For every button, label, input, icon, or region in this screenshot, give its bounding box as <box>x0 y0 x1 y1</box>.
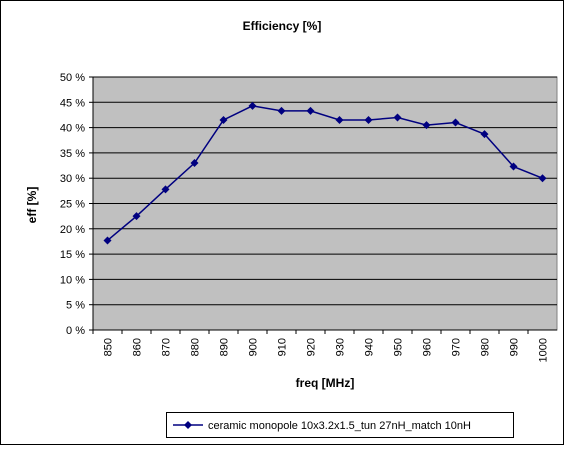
legend-marker <box>184 421 192 429</box>
data-point <box>219 116 228 125</box>
y-tick-label: 20 % <box>60 224 85 236</box>
data-point <box>393 113 402 122</box>
y-tick-label: 45 % <box>60 97 85 109</box>
y-tick-label: 15 % <box>60 249 85 261</box>
series-line <box>107 105 543 242</box>
data-point <box>306 106 315 115</box>
x-tick-label: 850 <box>103 338 115 356</box>
x-tick-label: 950 <box>393 338 405 356</box>
x-tick-label: 860 <box>132 338 144 356</box>
x-tick-label: 910 <box>277 338 289 356</box>
y-tick-label: 40 % <box>60 123 85 135</box>
data-point <box>538 174 547 183</box>
x-tick-label: 990 <box>509 338 521 356</box>
data-point <box>248 101 257 110</box>
legend-box <box>166 412 514 438</box>
x-tick-label: 890 <box>219 338 231 356</box>
data-point <box>509 162 518 171</box>
y-tick-label: 5 % <box>66 300 85 312</box>
data-point <box>335 116 344 125</box>
y-tick-label: 30 % <box>60 173 85 185</box>
x-tick-label: 940 <box>364 338 376 356</box>
y-tick-label: 0 % <box>66 325 85 337</box>
data-point <box>480 130 489 139</box>
data-point <box>103 236 112 245</box>
y-tick-label: 50 % <box>60 72 85 84</box>
y-tick-label: 25 % <box>60 199 85 211</box>
x-tick-label: 970 <box>451 338 463 356</box>
x-axis-label: freq [MHz] <box>296 376 355 390</box>
x-tick-label: 930 <box>335 338 347 356</box>
x-tick-label: 960 <box>422 338 434 356</box>
chart-title: Efficiency [%] <box>243 19 322 33</box>
legend-label: ceramic monopole 10x3.2x1.5_tun 27nH_mat… <box>208 420 471 432</box>
x-tick-label: 1000 <box>538 338 550 362</box>
data-point <box>422 121 431 130</box>
x-tick-label: 870 <box>161 338 173 356</box>
data-point <box>364 116 373 125</box>
data-point <box>451 118 460 127</box>
x-tick-label: 920 <box>306 338 318 356</box>
y-tick-label: 10 % <box>60 274 85 286</box>
data-point <box>132 212 141 221</box>
y-axis-label: eff [%] <box>25 187 39 224</box>
y-tick-label: 35 % <box>60 148 85 160</box>
data-point <box>190 159 199 168</box>
x-tick-label: 900 <box>248 338 260 356</box>
x-tick-label: 880 <box>190 338 202 356</box>
data-point <box>161 185 170 194</box>
x-tick-label: 980 <box>480 338 492 356</box>
data-point <box>277 106 286 115</box>
